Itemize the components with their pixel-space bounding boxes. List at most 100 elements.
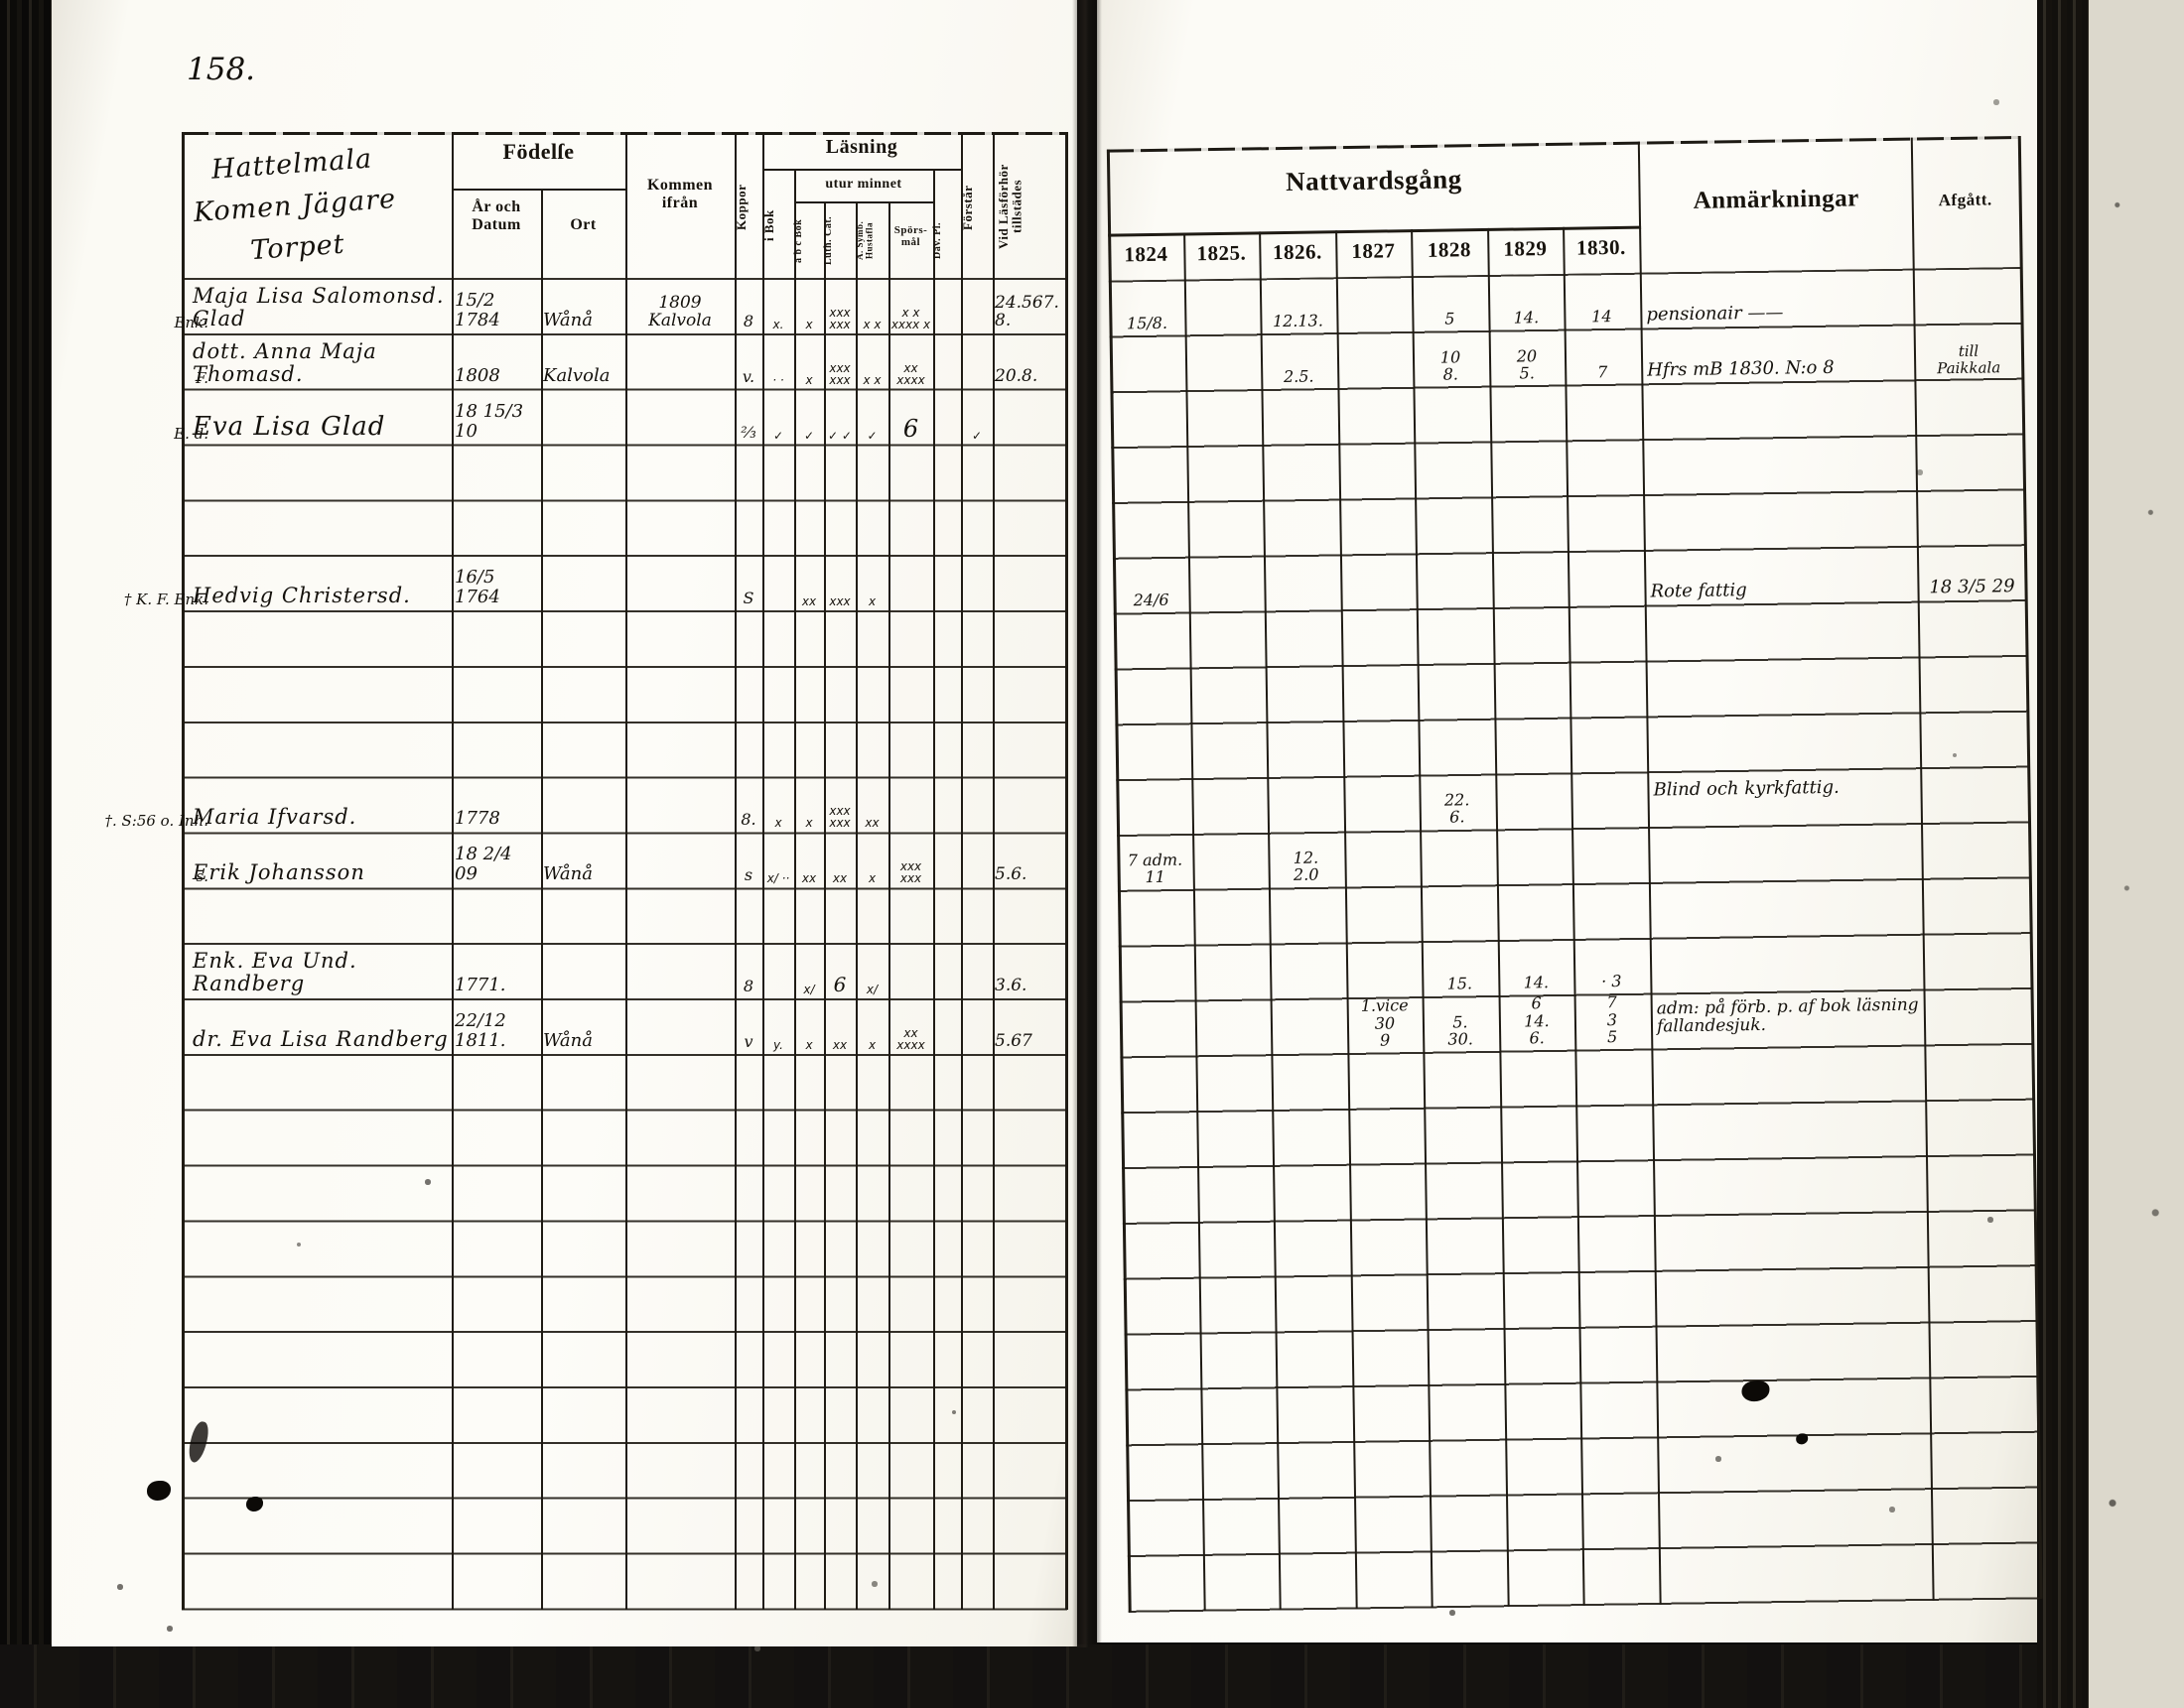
reading-mark-catechism: ✓ ✓ [828, 429, 852, 443]
person-name: Maria Ifvarsd. [193, 804, 357, 829]
reading-mark-questions: xx xxxx [896, 361, 925, 387]
remarks: Hfrs mB 1830. N:o 8 [1647, 356, 1835, 381]
birth-date: 1808 [455, 365, 500, 387]
reading-mark-abc: x/ [803, 983, 815, 996]
margin-note: E. d. [174, 424, 208, 443]
book-gutter-shadow [1072, 0, 1102, 1647]
table-row: Enk. Eva Und. Randberg 1771. 8 x/ 6 x/ 3… [52, 943, 1077, 998]
birth-date: 1771. [455, 975, 506, 996]
book-bottom-edge [0, 1644, 2184, 1708]
reading-mark-symbol: x [868, 871, 877, 885]
person-name: dr. Eva Lisa Randberg [193, 1026, 449, 1051]
smallpox-mark: s [744, 865, 753, 885]
communion-1828: 15. [1446, 974, 1473, 994]
ink-blot [147, 1481, 171, 1501]
reading-mark-abc: ✓ [803, 429, 815, 443]
column-header-smallpox: Koppor [734, 184, 749, 231]
birth-date: 1778 [455, 808, 500, 830]
birth-place: Kalvola [543, 365, 611, 387]
grid-line [452, 189, 625, 191]
column-header-understands: Förstår [960, 185, 975, 230]
scan-noise-strip [2089, 0, 2184, 1708]
examination-attendance: 24.567. 8. [995, 292, 1059, 331]
reading-mark-in-book: x [774, 816, 782, 830]
communion-1830: 7 [1597, 362, 1608, 382]
margin-note: F. [196, 368, 208, 387]
smallpox-mark: v. [742, 367, 755, 387]
table-row: s. Erik Johansson 18 2/4 09 Wånå s x/ ··… [52, 832, 1077, 887]
row-grid [182, 278, 1067, 1611]
table-top-rule [182, 132, 1067, 135]
reading-mark-questions: 6 [902, 414, 919, 443]
reading-mark-catechism: 6 [833, 973, 847, 996]
table-row: Enk. Maja Lisa Salomonsd. Glad 15/2 1784… [52, 278, 1077, 333]
reading-mark-abc: x [805, 318, 813, 331]
person-name: Eva Lisa Glad [193, 412, 386, 443]
margin-note: Enk. [174, 313, 208, 331]
column-header-davids-psalms: Dav. Pl. [932, 221, 943, 260]
smallpox-mark: S [743, 589, 754, 608]
reading-mark-in-book: y. [773, 1038, 783, 1052]
smallpox-mark: 8 [743, 977, 754, 996]
reading-mark-catechism: xxx xxx [829, 361, 851, 387]
communion-1829: 14. [1523, 973, 1550, 992]
table-row: E. d. Eva Lisa Glad 18 15/3 10 ⅔ ✓ ✓ ✓ ✓… [52, 389, 1077, 445]
year-header-1827: 1827 [1351, 238, 1396, 263]
column-header-abc-book: a b c Bok [793, 218, 804, 263]
remarks: Rote fattig [1650, 580, 1747, 602]
communion-1824: 15/8. [1126, 314, 1168, 333]
table-row: † K. F. Enk. Hedvig Christersd. 16/5 176… [52, 555, 1077, 610]
communion-1828: 5 [1444, 309, 1455, 328]
page-fore-edge-texture [2037, 0, 2089, 1708]
communion-1830: 14 [1591, 307, 1612, 327]
communion-1826: 12.13. [1272, 311, 1324, 331]
table-row: dr. Eva Lisa Randberg 22/12 1811. Wånå v… [52, 998, 1077, 1054]
communion-1829: 14. [1513, 308, 1540, 328]
column-header-reading: Läsning [825, 136, 898, 158]
column-header-in-book: i Bok [761, 209, 776, 241]
reading-mark-catechism: xx [832, 1038, 848, 1052]
reading-mark-catechism: xxx [829, 594, 851, 608]
communion-1827: 1.vice 30 9 [1360, 995, 1409, 1051]
smallpox-mark: v [744, 1032, 753, 1052]
departed-note: till Paikkala [1937, 341, 2001, 377]
table-row: †. S:56 o. Inh. Maria Ifvarsd. 1778 8. x… [52, 776, 1077, 832]
grid-line [794, 201, 933, 203]
grid-line [762, 169, 961, 171]
ink-blot [246, 1497, 263, 1511]
birth-date: 16/5 1764 [455, 567, 500, 608]
remarks: adm: på förb. p. af bok läsning fallande… [1656, 994, 1919, 1037]
column-header-communion: Nattvardsgång [1285, 164, 1462, 197]
reading-mark-in-book: x/ ·· [766, 871, 790, 885]
table-row: F. dott. Anna Maja Thomasd. 1808 Kalvola… [52, 333, 1077, 389]
person-name: dott. Anna Maja Thomasd. [193, 338, 377, 386]
reading-mark-symbol: xx [865, 816, 880, 830]
examination-attendance: 20.8. [995, 366, 1038, 387]
margin-note: s. [196, 866, 208, 885]
communion-1826: 12. 2.0 [1293, 848, 1319, 885]
reading-mark-understands: ✓ [971, 429, 983, 443]
person-name: Enk. Eva Und. Randberg [193, 948, 357, 995]
came-from: 1809 Kalvola [648, 292, 712, 331]
column-header-luther-catechism: Luth. Cat. [823, 215, 834, 266]
noise-speckles [0, 0, 2, 2]
year-header-1828: 1828 [1427, 237, 1472, 262]
reading-mark-symbol: ✓ [867, 429, 878, 443]
reading-mark-symbol: x x [863, 318, 882, 331]
communion-table: Nattvardsgång 1824 1825. 1826. 1827 1828… [1090, 0, 2054, 1645]
year-header-1830: 1830. [1575, 234, 1626, 260]
birth-date: 18 15/3 10 [455, 401, 524, 443]
reading-mark-questions: x x xxxx x [890, 306, 931, 331]
column-header-from-memory: utur minnet [825, 177, 902, 192]
communion-1828: 10 8. [1439, 347, 1461, 385]
column-header-year-date: År och Datum [472, 198, 521, 233]
birth-date: 22/12 1811. [455, 1010, 506, 1052]
column-header-present-at-examination: Vid Läsförhör tillstädes [996, 164, 1024, 249]
birth-place: Wånå [543, 863, 593, 885]
column-header-remarks: Anmärkningar [1693, 185, 1859, 214]
reading-mark-abc: x [805, 373, 813, 387]
column-header-birth: Födelſe [502, 139, 575, 164]
reading-mark-in-book: · · [772, 373, 784, 387]
household-title: Hattelmala Komen Jägare Torpet [147, 134, 443, 279]
